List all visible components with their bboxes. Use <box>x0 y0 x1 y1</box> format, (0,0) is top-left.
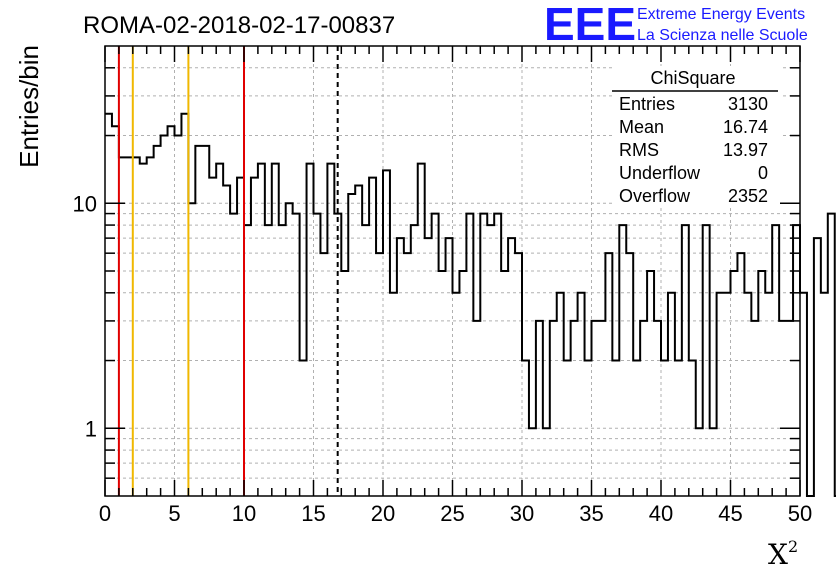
histogram-outline <box>105 112 836 497</box>
stats-value-underflow: 0 <box>758 163 768 183</box>
x-tick-label: 0 <box>99 501 111 526</box>
stats-value-entries: 3130 <box>728 94 768 114</box>
stats-value-rms: 13.97 <box>723 140 768 160</box>
stats-label-mean: Mean <box>619 117 664 137</box>
marker-lines <box>117 46 339 496</box>
x-tick-label: 20 <box>371 501 395 526</box>
eee-logo: EEE <box>544 0 636 50</box>
x-tick-label: 45 <box>718 501 742 526</box>
x-axis-title: X2 <box>768 537 798 571</box>
x-tick-label: 40 <box>649 501 673 526</box>
eee-brand: EEE Extreme Energy Events La Scienza nel… <box>544 0 808 50</box>
x-tick-label: 15 <box>301 501 325 526</box>
stats-title: ChiSquare <box>650 68 735 88</box>
axis-tick-labels: 0 5 10 15 20 25 30 35 40 45 50 1 10 <box>73 191 813 526</box>
x-tick-label: 35 <box>579 501 603 526</box>
axis-ticks <box>104 46 801 496</box>
y-tick-label: 10 <box>73 191 97 216</box>
x-axis-title-superscript: 2 <box>788 537 798 556</box>
stats-label-entries: Entries <box>619 94 675 114</box>
x-tick-label: 5 <box>168 501 180 526</box>
histogram-series <box>105 112 836 497</box>
stats-label-underflow: Underflow <box>619 163 701 183</box>
stats-box-background <box>612 66 780 208</box>
stats-label-overflow: Overflow <box>619 186 691 206</box>
brand-line-2: La Scienza nelle Scuole <box>637 27 808 44</box>
stats-rows: Entries 3130 Mean 16.74 RMS 13.97 Underflow 0 Ov… <box>619 94 768 206</box>
x-tick-label: 10 <box>232 501 256 526</box>
stats-value-overflow: 2352 <box>728 186 768 206</box>
x-tick-label: 50 <box>788 501 812 526</box>
chart-title: ROMA-02-2018-02-17-00837 <box>83 12 395 39</box>
x-tick-label: 30 <box>510 501 534 526</box>
x-axis-title-main: X <box>768 538 788 571</box>
stats-box: ChiSquare Entries 3130 Mean 16.74 RMS 13.97 Un… <box>612 66 780 208</box>
y-tick-label: 1 <box>85 416 97 441</box>
brand-line-1: Extreme Energy Events <box>637 6 805 23</box>
stats-value-mean: 16.74 <box>723 117 768 137</box>
stats-label-rms: RMS <box>619 140 659 160</box>
x-tick-label: 25 <box>440 501 464 526</box>
y-axis-title: Entries/bin <box>14 45 44 168</box>
